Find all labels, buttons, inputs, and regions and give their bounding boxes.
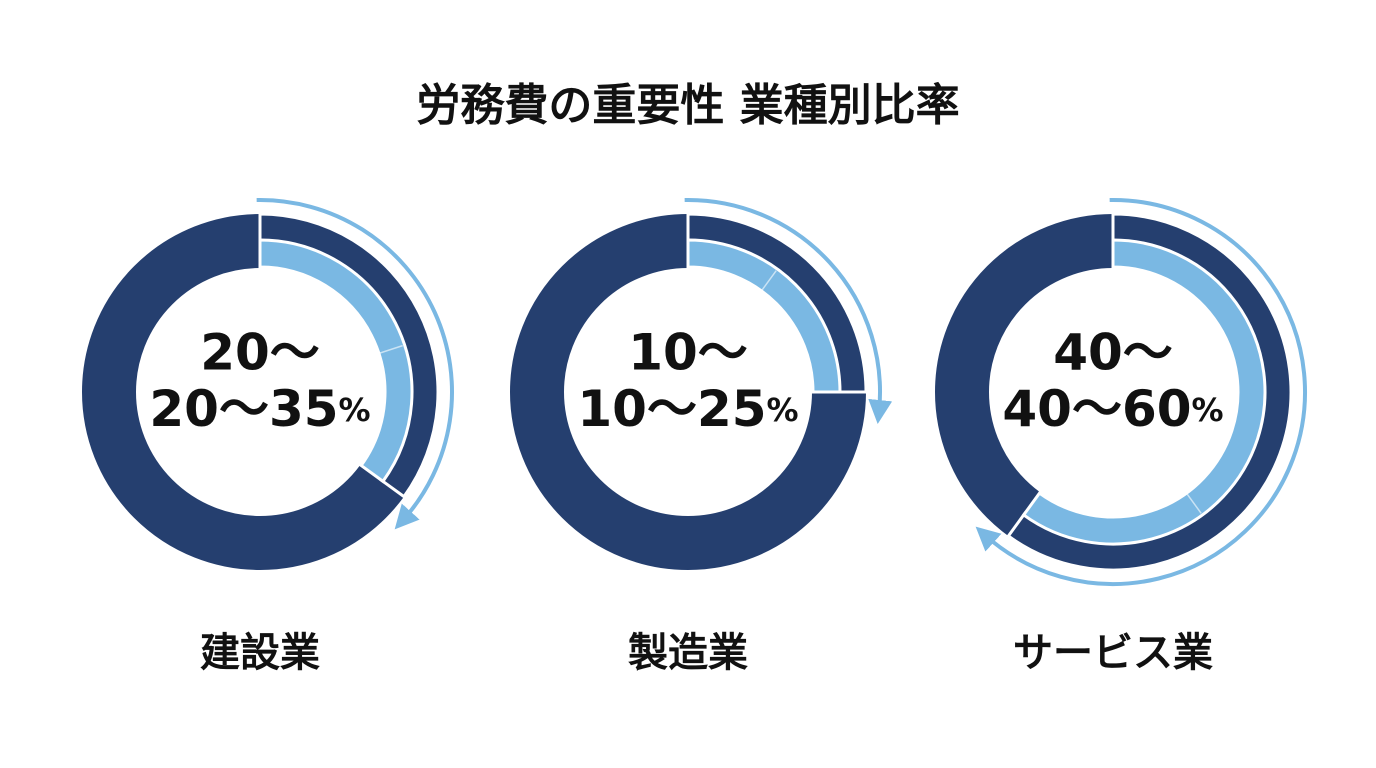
center-label-unit: % bbox=[767, 391, 799, 429]
panel-label: 製造業 bbox=[628, 630, 748, 676]
range-low-mark bbox=[761, 270, 777, 291]
range-arrow bbox=[975, 198, 1307, 586]
range-low-mark bbox=[1186, 493, 1202, 514]
center-label-line1: 10〜 bbox=[628, 324, 748, 382]
center-label-unit: % bbox=[339, 391, 371, 429]
center-label-unit: % bbox=[1192, 391, 1224, 429]
panel-label: 建設業 bbox=[200, 630, 320, 676]
panel-label: サービス業 bbox=[1013, 630, 1213, 676]
range-arc bbox=[258, 238, 414, 484]
center-label-line2: 40〜60% bbox=[1002, 380, 1223, 438]
chart-title: 労務費の重要性 業種別比率 bbox=[416, 80, 959, 131]
range-arc bbox=[1021, 238, 1267, 546]
center-label-line2: 20〜35% bbox=[149, 380, 370, 438]
center-label-range: 20〜35 bbox=[149, 380, 338, 438]
center-label-range: 10〜25 bbox=[577, 380, 766, 438]
center-label-line1: 40〜 bbox=[1053, 324, 1173, 382]
range-arc bbox=[686, 238, 842, 394]
center-label-range: 40〜60 bbox=[1002, 380, 1191, 438]
range-arrow bbox=[684, 198, 893, 425]
range-arrow bbox=[256, 198, 454, 530]
center-label-line2: 10〜25% bbox=[577, 380, 798, 438]
range-low-mark bbox=[379, 344, 403, 354]
center-label-line1: 20〜 bbox=[200, 324, 320, 382]
